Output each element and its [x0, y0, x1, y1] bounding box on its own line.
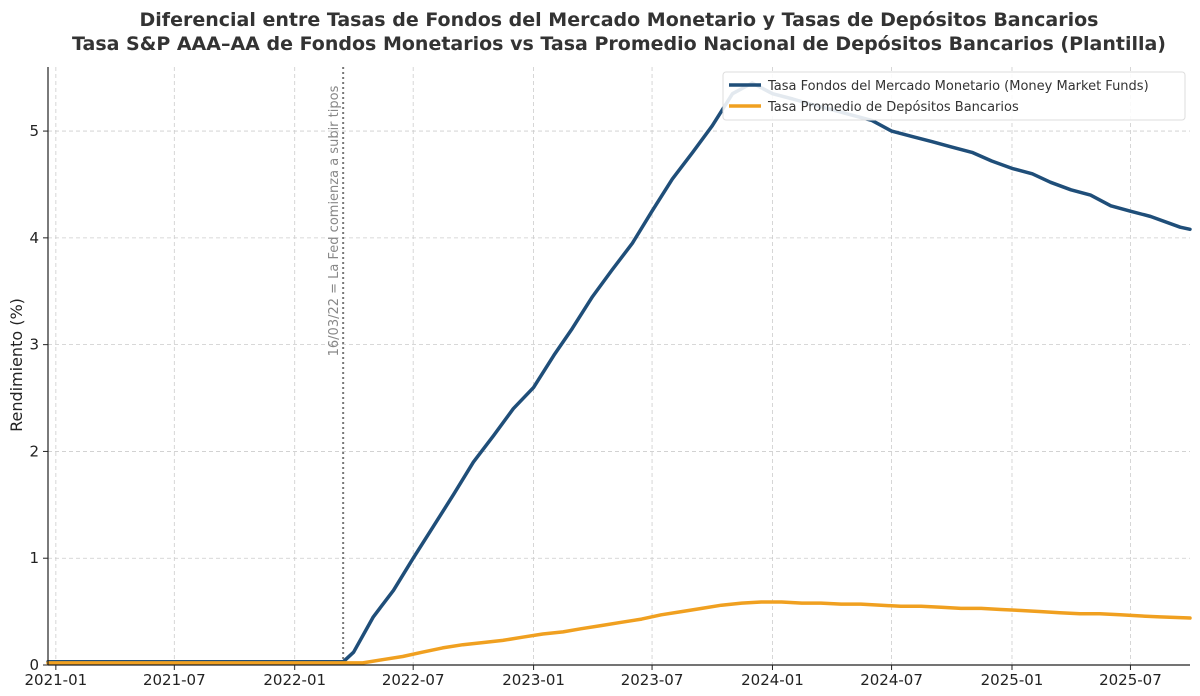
chart-title-line2: Tasa S&P AAA–AA de Fondos Monetarios vs …: [72, 33, 1166, 55]
x-tick-label-1: 2021-07: [143, 671, 206, 689]
series-line-0: [46, 81, 1192, 664]
x-tick-label-5: 2023-07: [621, 671, 684, 689]
y-tick-label-1: 1: [29, 549, 39, 567]
y-tick-label-0: 0: [29, 656, 39, 674]
y-tick-label-2: 2: [29, 442, 39, 460]
series-lines: [46, 81, 1192, 665]
annotation-group: 16/03/22 = La Fed comienza a subir tipos: [327, 67, 345, 665]
y-tick-label-4: 4: [29, 229, 39, 247]
tick-labels: 2021-01 2021-07 2022-01 2022-07 2023-01 2023-…: [25, 122, 1162, 689]
y-tick-label-3: 3: [29, 336, 39, 354]
series-line-1: [46, 600, 1192, 665]
fed-annotation-text: 16/03/22 = La Fed comienza a subir tipos: [327, 85, 342, 356]
legend-label-0: Tasa Fondos del Mercado Monetario (Money…: [767, 79, 1149, 94]
x-tick-label-9: 2025-07: [1099, 671, 1162, 689]
x-tick-label-6: 2024-01: [741, 671, 804, 689]
x-tick-label-4: 2023-01: [502, 671, 565, 689]
legend-label-1: Tasa Promedio de Depósitos Bancarios: [767, 100, 1019, 115]
x-tick-label-2: 2022-01: [263, 671, 326, 689]
chart-title-line1: Diferencial entre Tasas de Fondos del Me…: [140, 9, 1099, 31]
x-tick-label-7: 2024-07: [860, 671, 923, 689]
legend: Tasa Fondos del Mercado Monetario (Money…: [722, 71, 1186, 121]
axes: [43, 67, 1190, 670]
y-axis-label: Rendimiento (%): [7, 298, 26, 432]
y-tick-label-5: 5: [29, 122, 39, 140]
grid: [48, 67, 1190, 665]
x-tick-label-3: 2022-07: [382, 671, 445, 689]
legend-box: [722, 71, 1186, 121]
x-tick-label-8: 2025-01: [981, 671, 1044, 689]
x-tick-label-0: 2021-01: [25, 671, 88, 689]
